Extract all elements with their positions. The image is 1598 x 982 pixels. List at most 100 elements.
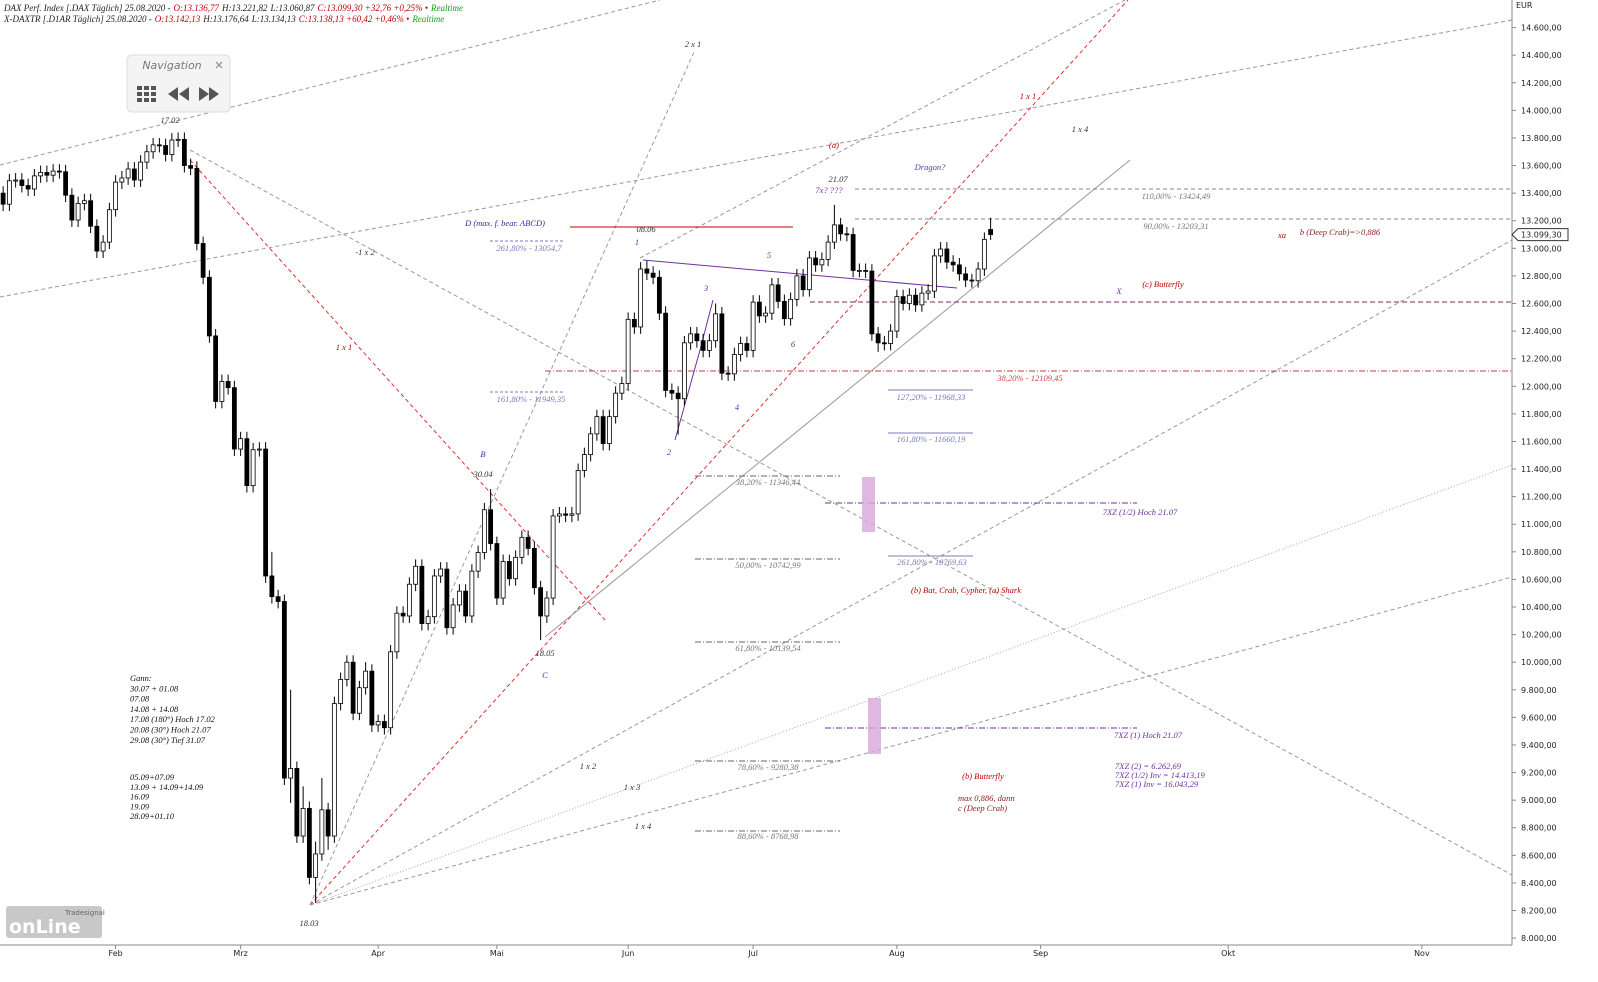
candle-body <box>963 273 969 281</box>
candle-body <box>781 301 787 320</box>
header-line: DAX Perf. Index [.DAX Täglich] 25.08.202… <box>3 3 463 13</box>
candle-body <box>231 387 237 450</box>
candle-body <box>869 270 875 335</box>
trend-line <box>309 0 1129 906</box>
candle-body <box>531 547 537 589</box>
candle-body <box>544 597 550 617</box>
candle-body <box>750 301 756 351</box>
back-button[interactable] <box>168 87 189 101</box>
candle-body <box>681 342 687 400</box>
annotation: xa <box>1277 230 1286 240</box>
candle-body <box>506 561 512 580</box>
candle-body <box>619 383 625 394</box>
candle-body <box>38 172 44 177</box>
candle-body <box>763 312 769 317</box>
candle-body <box>431 575 437 618</box>
header-part: X-DAXTR [.D1AR Täglich] 25.08.2020 - <box>3 14 152 24</box>
header-part: O:13.136,77 <box>173 3 219 13</box>
candle-body <box>288 768 294 779</box>
header-part: Realtime <box>411 14 444 24</box>
header-part: H:13.176,64 <box>202 14 249 24</box>
annotation: 2 <box>667 447 672 457</box>
annotation: 161,80% - 11660,19 <box>897 434 967 444</box>
annotation: 1 <box>635 237 639 247</box>
candle-body <box>594 416 600 435</box>
candle-body <box>825 241 831 260</box>
candle-body <box>319 809 325 855</box>
candle-body <box>44 172 50 176</box>
candle-body <box>325 809 331 837</box>
candle-body <box>606 416 612 444</box>
candle-body <box>975 268 981 282</box>
candle-body <box>163 145 169 155</box>
candle-body <box>838 224 844 235</box>
candle-body <box>913 294 919 306</box>
annotation: 2 x 1 <box>685 39 702 49</box>
gann-note: 29.08 (30°) Tief 31.07 <box>130 735 206 745</box>
annotation: 5 <box>767 250 771 260</box>
candle-body <box>550 515 556 599</box>
candle-body <box>700 340 706 351</box>
candle-body <box>475 552 481 572</box>
gann-note: 19.09 <box>130 801 150 811</box>
candle-body <box>469 570 475 617</box>
y-tick-label: 13.000,00 <box>1521 244 1562 253</box>
gann-note: Gann: <box>130 673 152 683</box>
trend-line <box>639 0 1126 259</box>
annotation: 38,20% - 11346,44 <box>735 477 801 487</box>
annotation: 261,80% - 13054,7 <box>496 243 562 253</box>
candle-body <box>25 185 31 190</box>
y-tick-label: 9.400,00 <box>1521 741 1557 750</box>
grid-button[interactable] <box>137 86 156 102</box>
candle-body <box>419 565 425 624</box>
y-tick-label: 12.200,00 <box>1521 355 1562 364</box>
candle-body <box>581 454 587 471</box>
annotation: Dragon? <box>914 162 946 172</box>
annotation: 6 <box>791 339 796 349</box>
candle-body <box>138 161 144 181</box>
candle-body <box>969 279 975 282</box>
annotation: 110,00% - 13424,49 <box>1142 191 1212 201</box>
candle-body <box>88 200 94 227</box>
candle-body <box>350 661 356 714</box>
candle-body <box>575 470 581 515</box>
candle-body <box>363 670 369 689</box>
candle-body <box>706 340 712 351</box>
candle-body <box>144 151 150 163</box>
gann-note: 07.08 <box>130 694 150 704</box>
wave-line <box>674 299 714 441</box>
y-tick-label: 11.800,00 <box>1521 410 1562 419</box>
close-icon[interactable] <box>215 61 223 69</box>
trend-line <box>309 239 1513 906</box>
candle-body <box>663 312 669 391</box>
candle-body <box>106 209 112 243</box>
candle-body <box>694 333 700 342</box>
candles <box>0 132 994 903</box>
annotation: 30.04 <box>472 469 493 479</box>
header-line: X-DAXTR [.D1AR Täglich] 25.08.2020 - O:13… <box>3 14 444 24</box>
candle-body <box>794 275 800 300</box>
y-tick-label: 14.600,00 <box>1521 24 1562 33</box>
y-tick-label: 9.200,00 <box>1521 769 1557 778</box>
annotation: X <box>1115 286 1122 296</box>
candle-body <box>944 248 950 263</box>
candle-body <box>238 438 244 450</box>
candle-body <box>769 284 775 314</box>
candle-body <box>438 568 444 577</box>
candle-body <box>31 175 37 190</box>
gann-note: 05.09+07.09 <box>130 772 175 782</box>
candle-body <box>925 290 931 294</box>
candle-body <box>131 168 137 181</box>
header-part: L:13.060,87 <box>269 3 315 13</box>
candle-body <box>81 200 87 204</box>
candle-body <box>281 601 287 779</box>
candle-body <box>119 177 125 183</box>
candle-body <box>269 575 275 598</box>
trend-line <box>309 576 1513 906</box>
forward-button[interactable] <box>199 87 219 101</box>
candle-body <box>300 808 306 837</box>
annotation: 7x? ??? <box>815 185 843 195</box>
trend-line <box>189 149 1513 876</box>
annotation: 127,20% - 11968,33 <box>897 392 966 402</box>
candle-body <box>488 509 494 544</box>
